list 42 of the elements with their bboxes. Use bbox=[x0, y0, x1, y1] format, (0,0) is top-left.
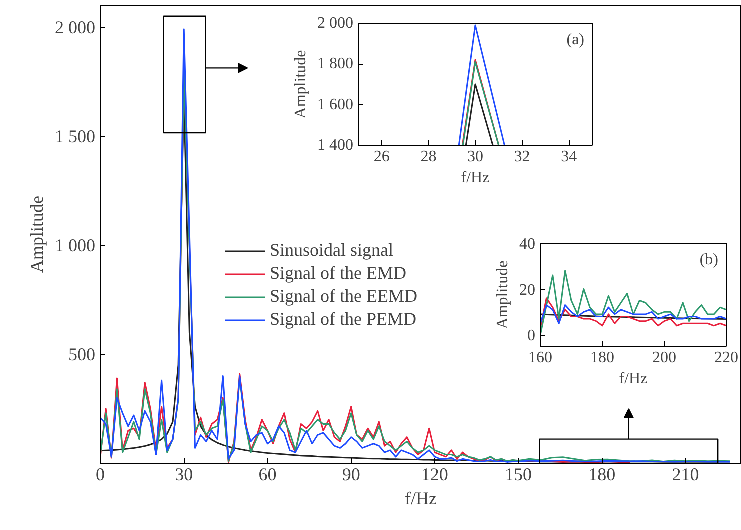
line-series bbox=[540, 298, 726, 329]
x-tick-label: 26 bbox=[374, 148, 390, 166]
annotation: (a) bbox=[566, 32, 585, 48]
x-axis-title: f/Hz bbox=[619, 370, 648, 388]
annotation: (b) bbox=[700, 252, 718, 268]
y-tick-label: 40 bbox=[520, 236, 536, 253]
legend-label: Signal of the PEMD bbox=[270, 309, 416, 330]
y-axis-title: Amplitude bbox=[292, 50, 310, 119]
x-tick-label: 90 bbox=[342, 464, 360, 484]
x-tick-label: 200 bbox=[652, 350, 676, 366]
y-tick-label: 1 600 bbox=[318, 96, 354, 114]
x-tick-label: 32 bbox=[514, 148, 530, 166]
x-tick-label: 180 bbox=[590, 350, 614, 366]
y-tick-label: 1 500 bbox=[55, 126, 96, 146]
x-tick-label: 34 bbox=[561, 148, 578, 166]
legend-label: Signal of the EEMD bbox=[270, 286, 418, 307]
x-tick-label: 220 bbox=[714, 350, 738, 366]
x-tick-label: 60 bbox=[258, 464, 277, 484]
y-tick-label: 1 800 bbox=[318, 56, 354, 73]
x-tick-label: 28 bbox=[420, 148, 437, 166]
y-tick-label: 2 000 bbox=[55, 17, 96, 38]
y-tick-label: 500 bbox=[68, 344, 96, 364]
y-axis-title: Amplitude bbox=[494, 260, 512, 330]
y-tick-label: 2 000 bbox=[318, 15, 354, 32]
x-tick-label: 150 bbox=[505, 464, 532, 484]
legend-label: Sinusoidal signal bbox=[270, 240, 394, 261]
x-tick-label: 120 bbox=[421, 464, 448, 484]
x-tick-label: 160 bbox=[528, 350, 552, 366]
line-series bbox=[540, 304, 726, 324]
x-axis-title: f/Hz bbox=[405, 488, 437, 508]
y-tick-label: 1 400 bbox=[318, 137, 354, 154]
x-tick-label: 30 bbox=[468, 148, 484, 166]
x-tick-label: 210 bbox=[672, 464, 700, 484]
x-tick-label: 180 bbox=[588, 464, 616, 484]
y-axis-title: Amplitude bbox=[27, 196, 47, 273]
y-tick-label: 0 bbox=[528, 328, 536, 345]
line-series bbox=[540, 270, 726, 336]
legend-label: Signal of the EMD bbox=[270, 263, 406, 284]
y-tick-label: 1 000 bbox=[55, 235, 96, 256]
y-tick-label: 20 bbox=[520, 282, 536, 299]
x-axis-title: f/Hz bbox=[461, 170, 490, 186]
x-tick-label: 30 bbox=[175, 464, 194, 484]
